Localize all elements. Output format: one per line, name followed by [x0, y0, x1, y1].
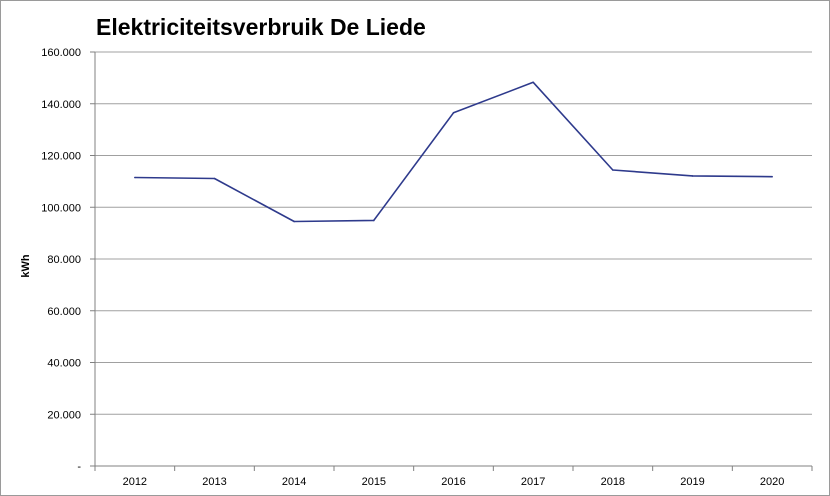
- gridlines: [95, 51, 812, 415]
- y-tick-label: 80.000: [47, 254, 81, 266]
- x-tick-label: 2019: [680, 476, 704, 488]
- y-tick-label: 120.000: [41, 151, 81, 163]
- y-tick-label: 60.000: [47, 306, 81, 318]
- data-point: [612, 169, 614, 171]
- x-tick-label: 2015: [362, 476, 386, 488]
- series-line: [134, 81, 773, 223]
- y-tick-label: 160.000: [41, 47, 81, 59]
- data-point: [373, 219, 375, 222]
- x-tick-label: 2012: [123, 476, 147, 488]
- data-point: [134, 176, 136, 179]
- x-tick-label: 2013: [202, 476, 226, 488]
- y-tick-label: 20.000: [47, 409, 81, 421]
- data-point: [771, 175, 773, 178]
- data-point: [691, 175, 694, 177]
- y-tick-label: 40.000: [47, 358, 81, 370]
- data-point: [452, 112, 455, 114]
- y-tick-labels: - 20.000 40.000 60.000 80.000 100.000 120.000 1…: [41, 47, 81, 473]
- series-lines: [134, 81, 773, 223]
- x-tick-labels: 2012 2013 2014 2015 2016 2017 2018 2019 2020: [123, 476, 785, 488]
- y-axis-label: kWh: [20, 254, 32, 278]
- data-point: [293, 220, 295, 223]
- y-tick-label: 140.000: [41, 99, 81, 111]
- x-tick-label: 2014: [282, 476, 306, 488]
- data-point: [532, 81, 534, 84]
- y-tick-label: 100.000: [41, 202, 81, 214]
- data-point: [213, 177, 216, 180]
- axes: [90, 51, 813, 471]
- x-tick-label: 2018: [601, 476, 625, 488]
- chart-title: Elektriciteitsverbruik De Liede: [96, 14, 426, 40]
- y-tick-label: -: [77, 461, 81, 473]
- x-tick-label: 2017: [521, 476, 545, 488]
- x-tick-label: 2020: [760, 476, 784, 488]
- x-tick-label: 2016: [441, 476, 465, 488]
